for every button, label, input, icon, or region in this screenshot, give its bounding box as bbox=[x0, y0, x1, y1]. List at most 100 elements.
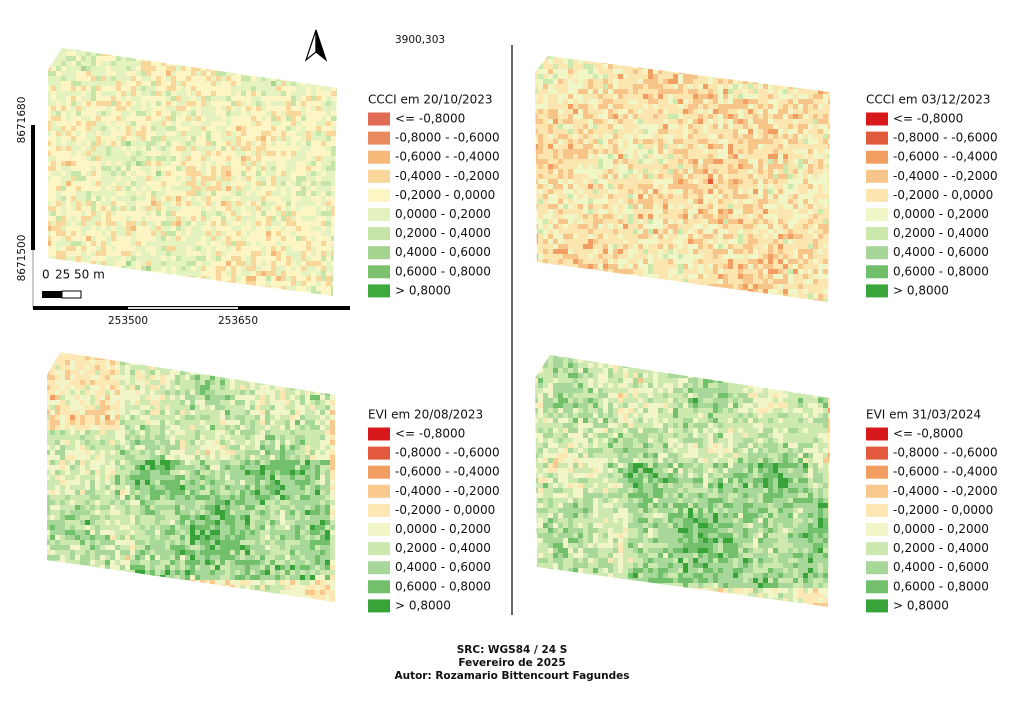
raster-cell bbox=[221, 176, 226, 181]
raster-cell bbox=[748, 199, 753, 204]
raster-cell bbox=[598, 114, 603, 119]
raster-cell bbox=[623, 194, 628, 199]
raster-cell bbox=[146, 76, 151, 81]
raster-cell bbox=[101, 231, 106, 236]
raster-cell bbox=[276, 171, 281, 176]
raster-cell bbox=[246, 86, 251, 91]
raster-cell bbox=[96, 111, 101, 116]
raster-cell bbox=[156, 211, 161, 216]
raster-cell bbox=[116, 261, 121, 266]
raster-cell bbox=[56, 231, 61, 236]
raster-cell bbox=[106, 211, 111, 216]
raster-cell bbox=[191, 276, 196, 281]
raster-cell bbox=[336, 91, 337, 96]
raster-cell bbox=[535, 189, 538, 194]
raster-cell bbox=[543, 94, 548, 99]
raster-cell bbox=[261, 116, 266, 121]
raster-cell bbox=[116, 131, 121, 136]
raster-cell bbox=[558, 109, 563, 114]
raster-cell bbox=[266, 291, 271, 296]
raster-cell bbox=[221, 296, 226, 301]
raster-cell bbox=[201, 136, 206, 141]
raster-cell bbox=[763, 194, 768, 199]
raster-cell bbox=[156, 176, 161, 181]
raster-cell bbox=[563, 59, 568, 64]
raster-cell bbox=[221, 191, 226, 196]
raster-cell bbox=[291, 66, 296, 71]
raster-cell bbox=[286, 101, 291, 106]
raster-cell bbox=[216, 251, 221, 256]
raster-cell bbox=[91, 126, 96, 131]
raster-cell bbox=[86, 221, 91, 226]
raster-cell bbox=[281, 161, 286, 166]
raster-cell bbox=[823, 209, 828, 214]
raster-cell bbox=[291, 246, 296, 251]
raster-cell bbox=[301, 181, 306, 186]
raster-cell bbox=[146, 256, 151, 261]
raster-cell bbox=[593, 129, 598, 134]
raster-cell bbox=[61, 201, 66, 206]
raster-cell bbox=[166, 196, 171, 201]
raster-cell bbox=[256, 271, 261, 276]
raster-cell bbox=[326, 76, 331, 81]
raster-cell bbox=[628, 129, 633, 134]
raster-cell bbox=[823, 114, 828, 119]
raster-cell bbox=[818, 59, 823, 64]
raster-cell bbox=[593, 94, 598, 99]
raster-cell bbox=[141, 296, 146, 301]
raster-cell bbox=[161, 51, 166, 56]
raster-cell bbox=[296, 161, 301, 166]
raster-cell bbox=[61, 48, 66, 51]
raster-cell bbox=[196, 141, 201, 146]
raster-cell bbox=[306, 96, 311, 101]
raster-cell bbox=[603, 114, 608, 119]
raster-cell bbox=[291, 271, 296, 276]
raster-cell bbox=[803, 56, 808, 59]
raster-cell bbox=[136, 111, 141, 116]
raster-cell bbox=[543, 124, 548, 129]
raster-cell bbox=[156, 116, 161, 121]
raster-cell bbox=[728, 204, 733, 209]
raster-cell bbox=[141, 71, 146, 76]
raster-cell bbox=[553, 64, 558, 69]
raster-cell bbox=[216, 51, 221, 56]
raster-cell bbox=[61, 131, 66, 136]
raster-cell bbox=[628, 64, 633, 69]
raster-cell bbox=[186, 131, 191, 136]
raster-cell bbox=[156, 256, 161, 261]
raster-cell bbox=[628, 89, 633, 94]
raster-cell bbox=[321, 81, 326, 86]
raster-cell bbox=[718, 94, 723, 99]
raster-cell bbox=[336, 271, 337, 276]
raster-cell bbox=[608, 89, 613, 94]
raster-cell bbox=[106, 186, 111, 191]
raster-cell bbox=[171, 286, 176, 291]
raster-cell bbox=[306, 291, 311, 296]
raster-cell bbox=[171, 86, 176, 91]
raster-cell bbox=[643, 119, 648, 124]
raster-cell bbox=[573, 139, 578, 144]
raster-cell bbox=[823, 144, 828, 149]
raster-cell bbox=[96, 191, 101, 196]
raster-cell bbox=[618, 144, 623, 149]
raster-cell bbox=[608, 204, 613, 209]
raster-cell bbox=[593, 89, 598, 94]
raster-cell bbox=[588, 184, 593, 189]
raster-cell bbox=[543, 219, 548, 224]
raster-cell bbox=[773, 184, 778, 189]
raster-cell bbox=[603, 59, 608, 64]
raster-cell bbox=[723, 94, 728, 99]
raster-cell bbox=[688, 59, 693, 64]
raster-cell bbox=[693, 124, 698, 129]
raster-cell bbox=[236, 261, 241, 266]
raster-cell bbox=[166, 176, 171, 181]
raster-cell bbox=[808, 129, 813, 134]
raster-cell bbox=[86, 191, 91, 196]
raster-cell bbox=[51, 111, 56, 116]
raster-cell bbox=[256, 231, 261, 236]
raster-cell bbox=[628, 139, 633, 144]
raster-cell bbox=[623, 204, 628, 209]
raster-cell bbox=[598, 69, 603, 74]
raster-cell bbox=[743, 79, 748, 84]
raster-cell bbox=[583, 79, 588, 84]
